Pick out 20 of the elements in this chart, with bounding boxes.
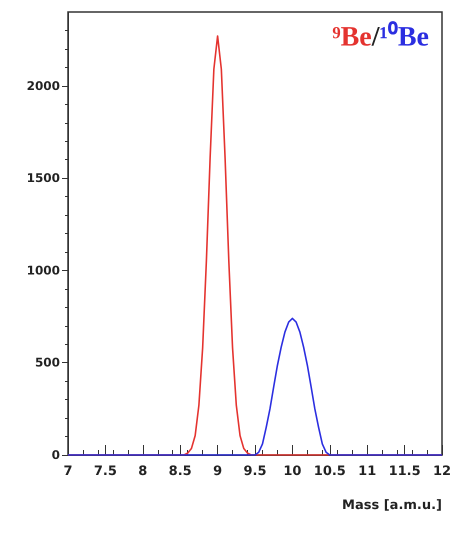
x-tick-label: 9 bbox=[213, 464, 222, 479]
text: ⁹Be bbox=[332, 22, 372, 52]
y-tick-label: 1000 bbox=[26, 263, 60, 278]
y-tick-label: 2000 bbox=[26, 78, 60, 93]
x-tick-label: 7.5 bbox=[94, 464, 117, 479]
text: ¹⁰Be bbox=[380, 20, 429, 52]
y-tick-label: 0 bbox=[52, 448, 60, 462]
x-tick-label: 10.5 bbox=[314, 464, 346, 479]
annotation: / bbox=[370, 22, 381, 52]
x-tick-label: 9.5 bbox=[243, 464, 267, 479]
x-tick-label: 8 bbox=[138, 464, 148, 479]
y-tick-label: 500 bbox=[34, 356, 60, 370]
x-tick-label: 7 bbox=[63, 464, 73, 479]
x-tick-label: 8.5 bbox=[168, 464, 192, 479]
x-tick-label: 11 bbox=[358, 464, 376, 479]
x-axis-title: Mass [a.m.u.] bbox=[342, 498, 442, 513]
x-tick-label: 12 bbox=[432, 464, 452, 479]
x-tick-label: 11.5 bbox=[388, 464, 421, 479]
x-tick-label: 10 bbox=[283, 464, 302, 479]
y-tick-label: 1500 bbox=[26, 171, 60, 186]
